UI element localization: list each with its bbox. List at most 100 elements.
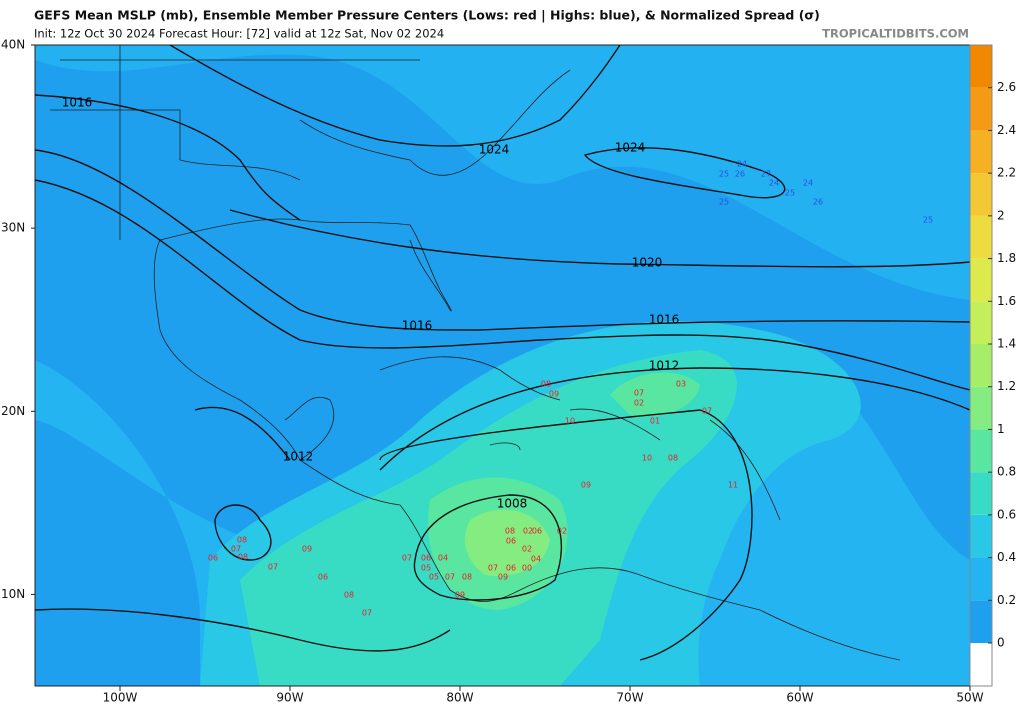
low-center: 00 — [522, 564, 532, 573]
low-center: 08 — [505, 527, 515, 536]
isobar-label: 1012 — [283, 450, 314, 464]
isobar-label: 1016 — [649, 313, 680, 327]
high-center: 25 — [719, 170, 729, 179]
isobar-label: 1016 — [402, 319, 433, 333]
high-center: 26 — [813, 198, 823, 207]
colorbar-tick-label: 1.4 — [997, 337, 1016, 351]
low-center: 10 — [642, 454, 652, 463]
colorbar-segment — [970, 87, 992, 131]
low-center: 08 — [238, 553, 248, 562]
colorbar-tick-label: 2 — [997, 208, 1005, 222]
map-field: 1016 1024 1024 1020 1016 1016 1012 1012 … — [35, 45, 970, 686]
lat-tick-label: 10N — [1, 587, 25, 601]
low-center: 07 — [488, 564, 498, 573]
lon-tick-label: 80W — [446, 691, 473, 705]
low-center: 01 — [650, 417, 660, 426]
low-center: 02 — [523, 527, 533, 536]
high-center: 25 — [719, 198, 729, 207]
low-center: 06 — [506, 564, 516, 573]
isobar-label: 1024 — [479, 143, 510, 157]
colorbar-tick-label: 0.8 — [997, 465, 1016, 479]
lon-tick-label: 90W — [276, 691, 303, 705]
source: TROPICALTIDBITS.COM — [822, 27, 969, 41]
colorbar-tick-label: 1.6 — [997, 294, 1016, 308]
colorbar-segment — [970, 472, 992, 515]
low-center: 08 — [541, 380, 551, 389]
colorbar-tick-label: 1 — [997, 422, 1005, 436]
isobar-label: 1016 — [62, 96, 93, 110]
low-center: 02 — [634, 399, 644, 408]
low-center: 09 — [581, 481, 591, 490]
colorbar-tick-label: 1.2 — [997, 379, 1016, 393]
colorbar-tick-label: 0 — [997, 636, 1005, 650]
colorbar-segment — [970, 429, 992, 473]
low-center: 07 — [362, 609, 372, 618]
colorbar-segment — [970, 386, 992, 430]
low-center: 07 — [445, 573, 455, 582]
isobar-label: 1008 — [497, 497, 528, 511]
colorbar-tick-label: 0.4 — [997, 550, 1016, 564]
title: GEFS Mean MSLP (mb), Ensemble Member Pre… — [34, 8, 820, 23]
isobar-label: 1024 — [615, 141, 646, 155]
low-center: 09 — [455, 591, 465, 600]
low-center: 11 — [728, 481, 738, 490]
lon-tick-label: 50W — [956, 691, 983, 705]
low-center: 07 — [402, 554, 412, 563]
low-center: 09 — [302, 545, 312, 554]
high-center: 24 — [803, 179, 813, 188]
high-center: 26 — [735, 170, 745, 179]
low-center: 05 — [421, 564, 431, 573]
colorbar-tick-label: 1.8 — [997, 251, 1016, 265]
high-center: 25 — [785, 189, 795, 198]
colorbar-tick-label: 2.2 — [997, 166, 1016, 180]
low-center: 07 — [268, 563, 278, 572]
colorbar-frame — [969, 44, 993, 687]
colorbar-tick-label: 2.6 — [997, 80, 1016, 94]
low-center: 02 — [557, 527, 567, 536]
colorbar-segment — [970, 258, 992, 302]
low-center: 10 — [565, 417, 575, 426]
low-center: 03 — [676, 380, 686, 389]
low-center: 08 — [462, 573, 472, 582]
low-center: 07 — [634, 389, 644, 398]
low-center: 08 — [237, 536, 247, 545]
low-center: 08 — [668, 454, 678, 463]
isobar-label: 1012 — [649, 359, 680, 373]
colorbar-tick-label: 0.2 — [997, 593, 1016, 607]
colorbar-segment — [970, 557, 992, 601]
colorbar-tick-label: 0.6 — [997, 507, 1016, 521]
lon-tick-label: 70W — [616, 691, 643, 705]
colorbar-segment — [970, 344, 992, 387]
high-center: 24 — [769, 179, 779, 188]
colorbar-segment — [970, 301, 992, 344]
colorbar-segment — [970, 130, 992, 174]
low-center: 07 — [702, 407, 712, 416]
colorbar-segment — [970, 514, 992, 558]
high-center: 27 — [761, 170, 771, 179]
low-center: 06 — [506, 537, 516, 546]
low-center: 09 — [549, 390, 559, 399]
low-center: 06 — [318, 573, 328, 582]
lat-tick-label: 20N — [1, 404, 25, 418]
colorbar-segment — [970, 173, 992, 216]
lon-tick-label: 100W — [103, 691, 138, 705]
low-center: 08 — [344, 591, 354, 600]
high-center: 24 — [737, 160, 747, 169]
low-center: 06 — [532, 527, 542, 536]
subtitle: Init: 12z Oct 30 2024 Forecast Hour: [72… — [34, 27, 444, 41]
low-center: 04 — [531, 555, 541, 564]
colorbar-tick-label: 2.4 — [997, 123, 1016, 137]
isobar-label: 1020 — [632, 256, 663, 270]
low-center: 05 — [429, 573, 439, 582]
colorbar-segment — [970, 45, 992, 88]
low-center: 09 — [498, 573, 508, 582]
low-center: 04 — [438, 554, 448, 563]
low-center: 07 — [231, 545, 241, 554]
low-center: 02 — [522, 545, 532, 554]
low-center: 06 — [208, 554, 218, 563]
high-center: 25 — [923, 216, 933, 225]
low-center: 06 — [421, 554, 431, 563]
lat-tick-label: 30N — [1, 221, 25, 235]
lon-tick-label: 60W — [786, 691, 813, 705]
